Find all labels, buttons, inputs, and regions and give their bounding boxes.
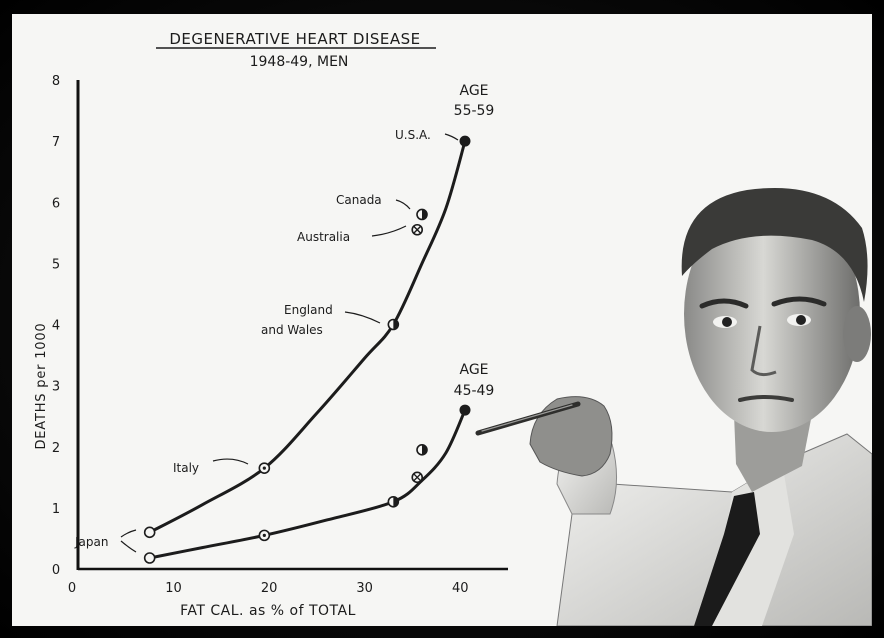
data-point [416, 208, 428, 221]
y-tick-label: 0 [52, 563, 60, 578]
ear [843, 306, 871, 362]
y-tick-label: 8 [52, 74, 60, 89]
series-curves [148, 140, 467, 560]
x-axis-label: FAT CAL. as % of TOTAL [180, 603, 356, 619]
chart-subtitle: 1948-49, MEN [250, 54, 349, 70]
hair [681, 187, 868, 302]
data-point [143, 552, 156, 564]
data-point [258, 462, 271, 474]
data-point [143, 526, 156, 539]
x-tick-label: 10 [165, 581, 182, 596]
arrow-england [344, 311, 381, 324]
arrow-japan-upper [120, 529, 137, 538]
y-tick-label: 4 [52, 319, 60, 334]
series-label-45-49-line1: AGE [459, 362, 488, 378]
pointer-pen-highlight [481, 404, 573, 432]
data-point [459, 135, 471, 147]
neck [734, 414, 812, 492]
y-tick-label: 1 [52, 502, 60, 517]
y-tick-label: 3 [52, 380, 60, 395]
right-pupil [796, 315, 806, 325]
annotation-canada: Canada [336, 193, 382, 207]
y-tick-label: 6 [52, 196, 60, 211]
left-eyebrow [699, 298, 749, 309]
x-tick-label: 0 [68, 581, 76, 596]
figure-card: DEGENERATIVE HEART DISEASE 1948-49, MEN … [12, 14, 872, 626]
y-axis-label: DEATHS per 1000 [34, 322, 49, 449]
data-point [387, 318, 400, 331]
series-label-45-49-line2: 45-49 [454, 383, 495, 399]
pointer-pen [475, 401, 581, 436]
series-line-age-45-49 [149, 409, 467, 560]
man-photo [475, 187, 872, 626]
arrow-japan-lower [120, 540, 137, 553]
arrow-australia [371, 225, 407, 237]
series-points [143, 135, 471, 564]
annotation-japan: Japan [74, 535, 108, 549]
series-label-55-59-line2: 55-59 [454, 103, 495, 119]
data-point [416, 444, 428, 456]
y-tick-label: 5 [52, 257, 60, 272]
chart-title: DEGENERATIVE HEART DISEASE [169, 30, 420, 48]
data-point [258, 529, 271, 542]
data-point [411, 471, 424, 484]
x-tick-label: 30 [356, 581, 373, 596]
series-line-age-55-59 [148, 140, 467, 534]
x-tick-labels: 0 10 20 30 40 [68, 581, 469, 596]
data-point [459, 404, 471, 416]
head [684, 196, 860, 432]
heart-disease-chart: DEGENERATIVE HEART DISEASE 1948-49, MEN … [34, 30, 872, 626]
axes [76, 80, 508, 571]
annotation-usa: U.S.A. [395, 128, 431, 142]
annotation-italy: Italy [173, 461, 199, 475]
arrow-italy [212, 458, 249, 465]
annotation-australia: Australia [297, 230, 350, 244]
nose [750, 325, 777, 377]
data-point [411, 223, 424, 236]
mouth [738, 395, 794, 402]
x-tick-label: 20 [261, 581, 278, 596]
annotation-england: England [284, 303, 333, 317]
y-tick-label: 2 [52, 441, 60, 456]
left-pupil [722, 317, 732, 327]
series-label-55-59-line1: AGE [459, 83, 488, 99]
arrow-canada [395, 199, 411, 210]
y-tick-labels: 0 1 2 3 4 5 6 7 8 [52, 74, 60, 578]
arrow-usa [444, 133, 459, 141]
right-eyebrow [771, 296, 827, 307]
pointing-hand [529, 396, 613, 477]
data-point [387, 495, 400, 508]
annotation-and-wales: and Wales [261, 323, 323, 337]
y-tick-label: 7 [52, 135, 60, 150]
necktie [694, 492, 760, 626]
x-tick-label: 40 [452, 581, 469, 596]
